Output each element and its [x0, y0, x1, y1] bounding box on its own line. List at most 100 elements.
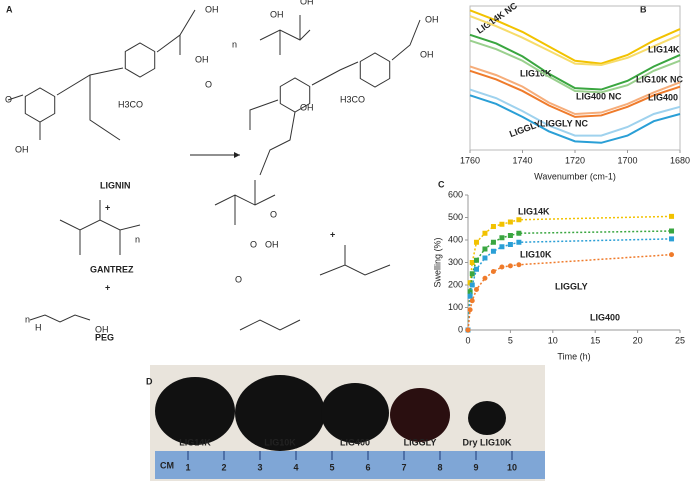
ruler-number: 5 — [329, 462, 334, 472]
atom-label: OH — [95, 324, 109, 334]
x-tick-label: 1740 — [512, 155, 532, 165]
atom-label: OH — [420, 49, 434, 59]
ruler-number: 4 — [293, 462, 298, 472]
x-tick-label: 5 — [508, 335, 513, 345]
marker — [482, 230, 488, 236]
structures — [7, 9, 421, 331]
marker — [516, 239, 522, 245]
bond — [319, 264, 391, 276]
atom-label: O — [250, 239, 257, 249]
gantrez-label: GANTREZ — [90, 264, 134, 274]
series-line — [469, 69, 681, 118]
ruler-number: 1 — [185, 462, 190, 472]
bond — [259, 111, 296, 176]
marker — [499, 264, 505, 270]
ruler-number: 10 — [507, 462, 517, 472]
atom-label: OH — [195, 54, 209, 64]
y-tick-label: 600 — [448, 189, 463, 199]
lignin-label: LIGNIN — [100, 180, 131, 190]
atom-label: H — [35, 322, 42, 332]
marker — [669, 213, 675, 219]
plus: + — [105, 202, 110, 212]
marker — [669, 228, 675, 234]
series-label: LIGGLY — [508, 119, 542, 140]
series-label: LIGGLY NC — [540, 118, 589, 128]
bond — [59, 219, 141, 231]
series-line — [469, 94, 681, 144]
bond — [311, 61, 359, 86]
atom-label: OH — [300, 102, 314, 112]
atom-label: n — [232, 39, 237, 49]
ruler-number: 8 — [437, 462, 442, 472]
x-tick-label: 1700 — [617, 155, 637, 165]
x-tick-label: 1680 — [670, 155, 690, 165]
atom-label: OH — [265, 239, 279, 249]
sample-label: LIGGLY — [404, 437, 437, 447]
atom-label: OH — [270, 9, 284, 19]
atom-label: OH — [425, 14, 439, 24]
sample-label: LIG14K — [179, 437, 211, 447]
marker — [516, 217, 522, 223]
ruler — [155, 451, 545, 479]
panel-label: B — [640, 4, 647, 14]
panel-label: A — [6, 4, 13, 14]
series-label: LIGGLY — [555, 281, 588, 291]
x-tick-label: 15 — [590, 335, 600, 345]
atom-label: O — [205, 79, 212, 89]
marker — [467, 289, 473, 295]
sample-disc — [235, 375, 325, 451]
marker — [469, 282, 475, 288]
marker — [499, 221, 505, 227]
sample-label: LIG10K — [264, 437, 296, 447]
marker — [482, 255, 488, 261]
photo: D LIG14K LIG10K LIG400 LIGGLY Dry LIG10K CM 1 2… — [146, 365, 545, 481]
sample-disc — [468, 401, 506, 435]
panel-label: D — [146, 376, 153, 386]
series-label: LIG10K — [520, 249, 552, 259]
series-line — [467, 253, 672, 331]
y-tick-label: 400 — [448, 234, 463, 244]
y-tick-label: 0 — [458, 324, 463, 334]
marker — [467, 307, 473, 313]
marker — [490, 224, 496, 229]
x-tick-label: 1720 — [565, 155, 585, 165]
atom-label: OH — [15, 144, 29, 154]
series-label: LIG14K — [648, 44, 680, 54]
series-line — [469, 15, 681, 67]
bond — [391, 19, 421, 61]
y-tick-label: 200 — [448, 279, 463, 289]
sample-label: LIG400 — [340, 437, 370, 447]
bond — [89, 75, 121, 141]
ruler-number: 7 — [401, 462, 406, 472]
peg-label: PEG — [95, 332, 114, 342]
ruler-unit: CM — [160, 460, 174, 470]
atom-label: O — [270, 209, 277, 219]
plus: + — [105, 282, 110, 292]
marker — [465, 327, 471, 333]
series-label: LIG400 — [590, 312, 620, 322]
atom-label: OH — [300, 0, 314, 6]
series-label: LIG10K — [520, 68, 552, 78]
sample-disc — [390, 388, 450, 442]
marker — [516, 262, 522, 268]
bond — [214, 194, 276, 206]
marker — [490, 239, 496, 245]
series-label: LIG400 — [648, 92, 678, 102]
marker — [473, 287, 479, 292]
series-line — [469, 9, 681, 65]
series-label: LIG10K NC — [636, 74, 684, 84]
marker — [499, 244, 505, 250]
y-tick-label: 100 — [448, 302, 463, 312]
series-line — [469, 65, 681, 116]
marker — [669, 236, 675, 242]
sample-disc — [155, 377, 235, 445]
bond — [259, 29, 311, 41]
bond — [7, 94, 24, 101]
ring — [24, 87, 56, 123]
atom-label: n — [25, 314, 30, 324]
marker — [473, 257, 479, 263]
series-line — [467, 238, 672, 331]
bond — [156, 9, 196, 53]
y-tick-label: 500 — [448, 212, 463, 222]
marker — [669, 252, 675, 258]
